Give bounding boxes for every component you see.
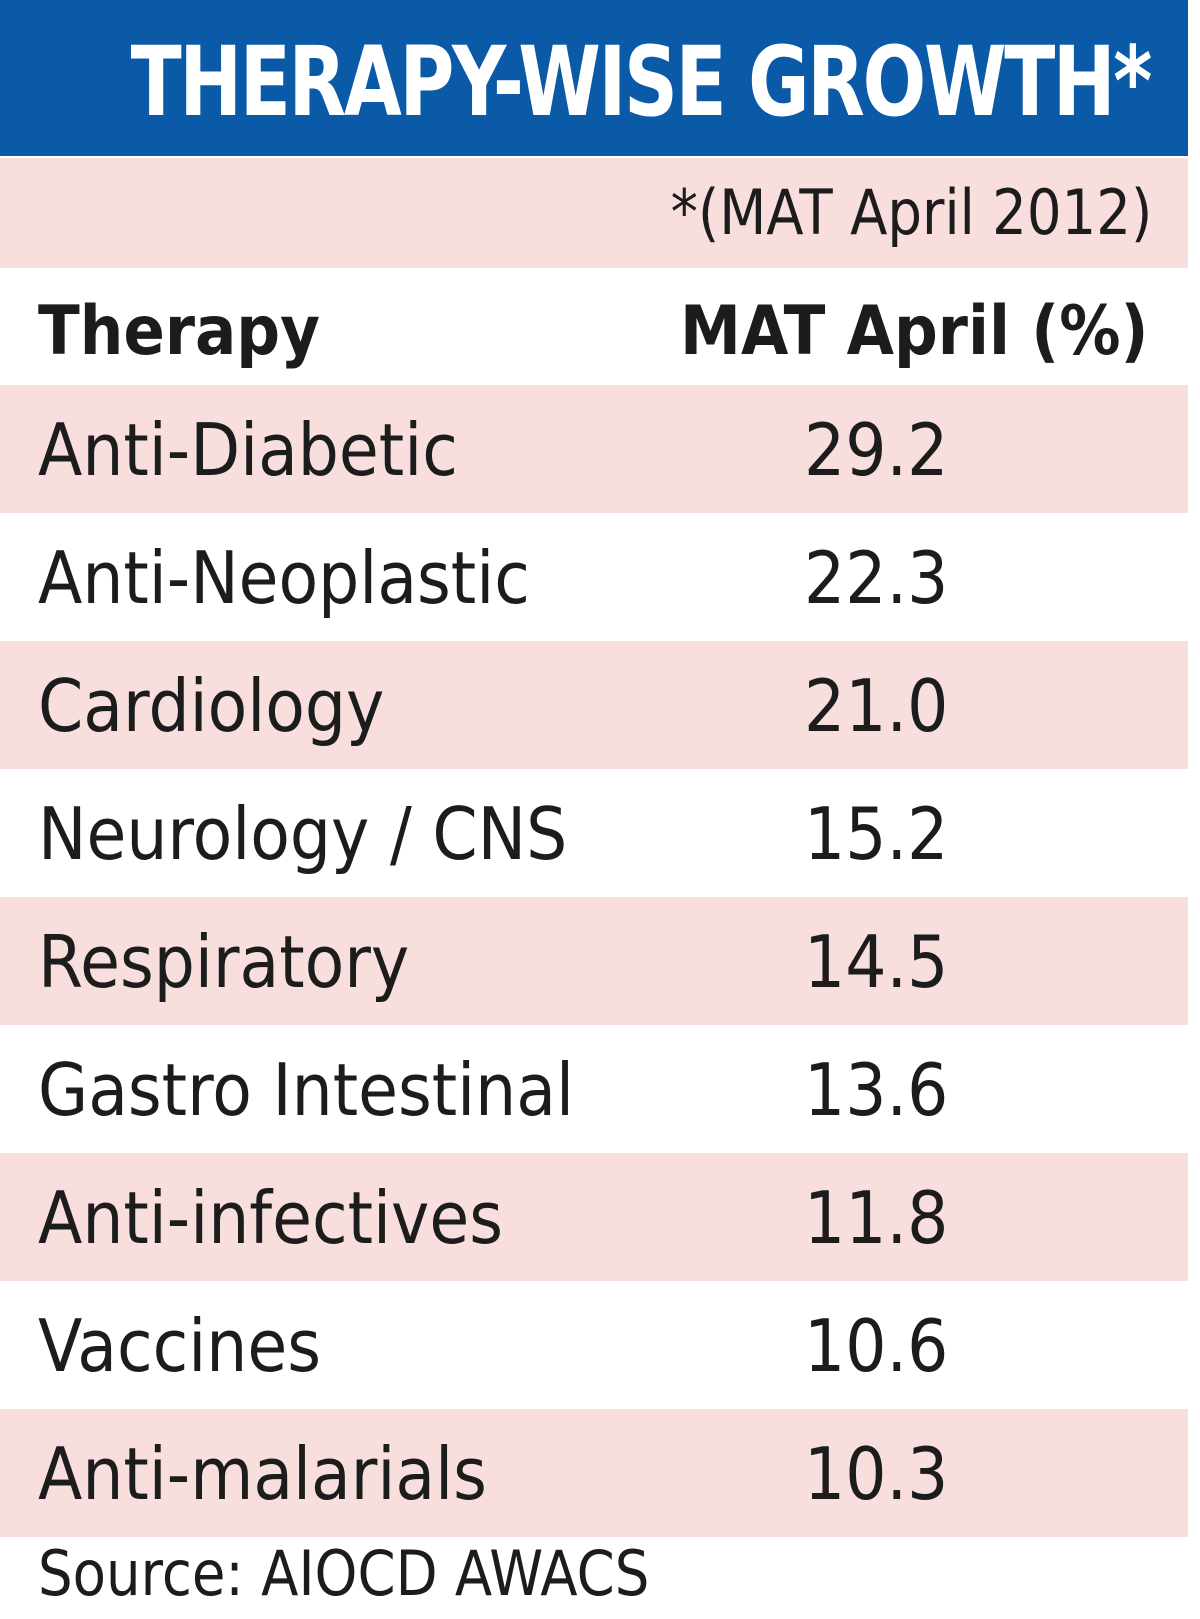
chart-subtitle: *(MAT April 2012) [670, 176, 1152, 249]
growth-value: 15.2 [803, 792, 948, 876]
therapy-label: Cardiology [38, 664, 385, 748]
chart-title: THERAPY-WISE GROWTH* [130, 26, 1153, 138]
growth-value: 29.2 [803, 408, 948, 492]
table-row: Anti-Diabetic 29.2 [0, 385, 1188, 513]
column-header-mat-april: MAT April (%) [679, 292, 1148, 371]
growth-value: 10.6 [803, 1304, 948, 1388]
table-row: Anti-Neoplastic 22.3 [0, 513, 1188, 641]
table-row: Anti-infectives 11.8 [0, 1153, 1188, 1281]
growth-value: 14.5 [803, 920, 948, 1004]
therapy-label: Anti-infectives [38, 1176, 503, 1260]
table-row: Neurology / CNS 15.2 [0, 769, 1188, 897]
growth-value: 11.8 [803, 1176, 948, 1260]
title-banner: THERAPY-WISE GROWTH* [0, 0, 1188, 156]
therapy-label: Gastro Intestinal [38, 1048, 574, 1132]
therapy-label: Anti-Diabetic [38, 408, 458, 492]
therapy-label: Vaccines [38, 1304, 321, 1388]
table-row: Vaccines 10.6 [0, 1281, 1188, 1409]
source-note: Source: AIOCD AWACS [38, 1537, 650, 1610]
therapy-label: Anti-Neoplastic [38, 536, 530, 620]
growth-value: 10.3 [803, 1432, 948, 1516]
table-header-row: Therapy MAT April (%) [0, 280, 1188, 380]
column-header-therapy: Therapy [38, 292, 321, 371]
growth-value: 13.6 [803, 1048, 948, 1132]
therapy-label: Neurology / CNS [38, 792, 568, 876]
therapy-label: Respiratory [38, 920, 410, 1004]
subtitle-band: *(MAT April 2012) [0, 158, 1188, 268]
table-row: Anti-malarials 10.3 [0, 1409, 1188, 1537]
growth-value: 21.0 [803, 664, 948, 748]
growth-value: 22.3 [803, 536, 948, 620]
table-row: Gastro Intestinal 13.6 [0, 1025, 1188, 1153]
therapy-label: Anti-malarials [38, 1432, 487, 1516]
table-body: Anti-Diabetic 29.2 Anti-Neoplastic 22.3 Card… [0, 385, 1188, 1537]
table-row: Respiratory 14.5 [0, 897, 1188, 1025]
table-row: Cardiology 21.0 [0, 641, 1188, 769]
